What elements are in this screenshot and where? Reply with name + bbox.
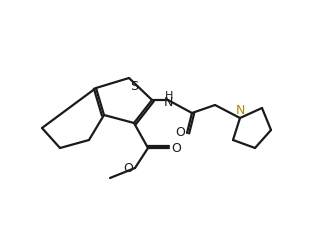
Text: H: H [165, 91, 173, 101]
Text: S: S [130, 79, 138, 92]
Text: O: O [175, 126, 185, 140]
Text: O: O [171, 142, 181, 155]
Text: N: N [163, 97, 173, 110]
Text: O: O [123, 162, 133, 175]
Text: N: N [235, 104, 245, 117]
